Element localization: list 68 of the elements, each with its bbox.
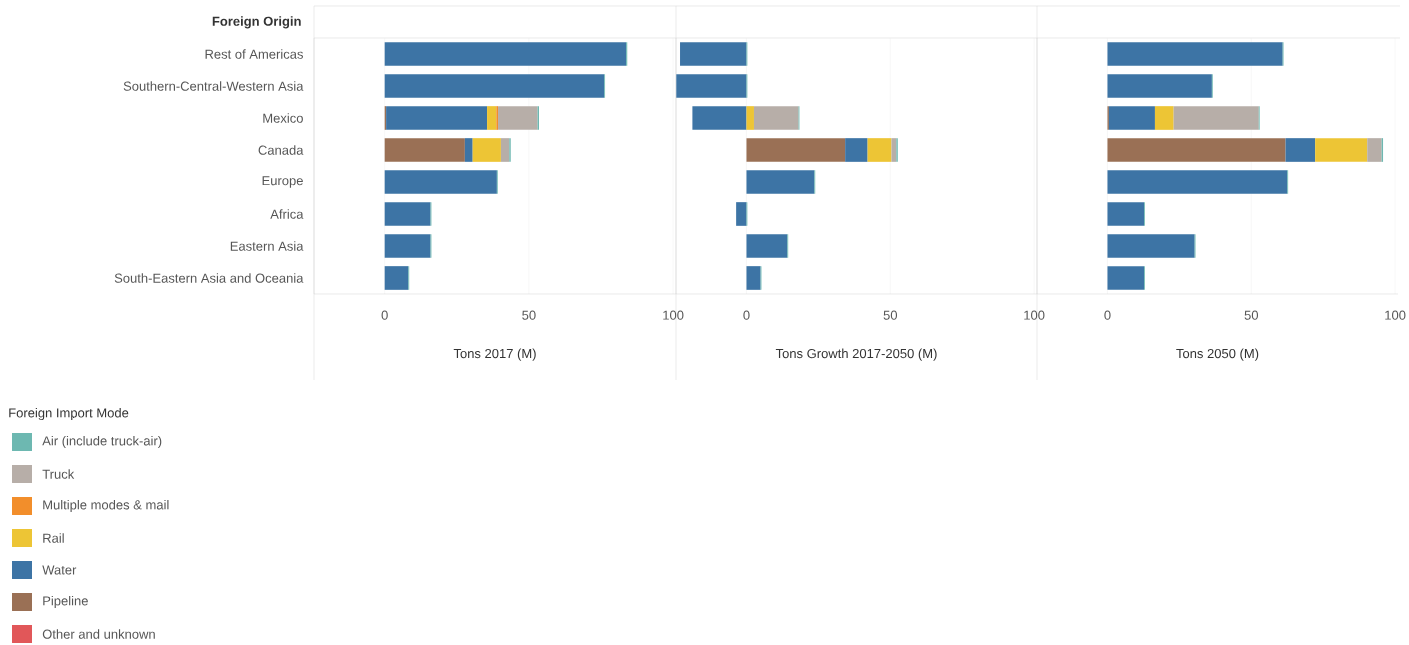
x-axis-title: Tons 2050 (M) <box>1176 348 1259 361</box>
bar <box>1107 138 1286 162</box>
x-tick-label: 100 <box>1024 310 1045 320</box>
bar <box>1107 42 1283 66</box>
bar <box>1107 170 1288 194</box>
legend-label: Water <box>42 565 77 575</box>
bar <box>746 170 815 194</box>
y-tick-label: Eastern Asia <box>230 241 304 251</box>
y-tick-label: Mexico <box>263 113 303 123</box>
bar <box>384 170 497 194</box>
bar <box>1173 106 1259 130</box>
y-tick-label: Africa <box>270 209 304 219</box>
bar <box>500 138 510 162</box>
bar <box>1107 234 1195 258</box>
bar <box>1107 266 1145 290</box>
bar <box>1108 106 1155 130</box>
x-axis-title: Tons Growth 2017-2050 (M) <box>775 348 937 361</box>
bar <box>1154 106 1174 130</box>
x-tick-label: 0 <box>381 310 388 320</box>
x-tick-label: 100 <box>663 310 684 320</box>
legend-label: Rail <box>43 533 64 543</box>
y-tick-label: Canada <box>258 145 304 155</box>
bar <box>891 138 897 162</box>
bar <box>1367 138 1382 162</box>
x-tick-label: 50 <box>522 310 536 320</box>
legend-label: Pipeline <box>43 595 88 609</box>
legend-label: Multiple modes & mail <box>43 499 169 513</box>
legend-title: Foreign Import Mode <box>9 407 129 421</box>
y-tick-label: Rest of Americas <box>205 49 303 59</box>
bar <box>498 106 538 130</box>
bar <box>746 138 846 162</box>
bar <box>746 234 788 258</box>
bar <box>845 138 868 162</box>
legend-label: Air (include truck-air) <box>42 435 162 449</box>
bar <box>384 138 465 162</box>
bar <box>1107 202 1145 226</box>
bar <box>487 106 497 130</box>
bar <box>692 106 747 130</box>
bar <box>384 42 627 66</box>
x-tick-label: 100 <box>1385 310 1406 320</box>
bar <box>676 74 747 98</box>
bar <box>1107 74 1212 98</box>
bar <box>384 202 431 226</box>
bar <box>746 106 754 130</box>
y-tick-label: Southern-Central-Western Asia <box>123 81 304 91</box>
bar <box>472 138 501 162</box>
y-tick-label: South-Eastern Asia and Oceania <box>114 273 304 283</box>
bar <box>386 106 488 130</box>
bar <box>867 138 892 162</box>
x-tick-label: 0 <box>743 310 750 320</box>
bar <box>736 202 747 226</box>
bar <box>1285 138 1316 162</box>
bar <box>680 42 747 66</box>
legend-label: Other and unknown <box>42 629 155 639</box>
bar <box>1315 138 1368 162</box>
bar <box>384 74 605 98</box>
y-tick-label: Europe <box>262 176 303 188</box>
bar <box>464 138 473 162</box>
x-axis-title: Tons 2017 (M) <box>453 348 536 361</box>
bar <box>753 106 799 130</box>
legend-label: Truck <box>42 469 75 479</box>
bar <box>746 266 761 290</box>
bar <box>384 266 409 290</box>
x-tick-label: 0 <box>1104 310 1111 320</box>
x-tick-label: 50 <box>1244 310 1259 320</box>
x-tick-label: 50 <box>883 310 898 320</box>
y-axis-title: Foreign Origin <box>212 16 301 29</box>
bar <box>384 234 431 258</box>
